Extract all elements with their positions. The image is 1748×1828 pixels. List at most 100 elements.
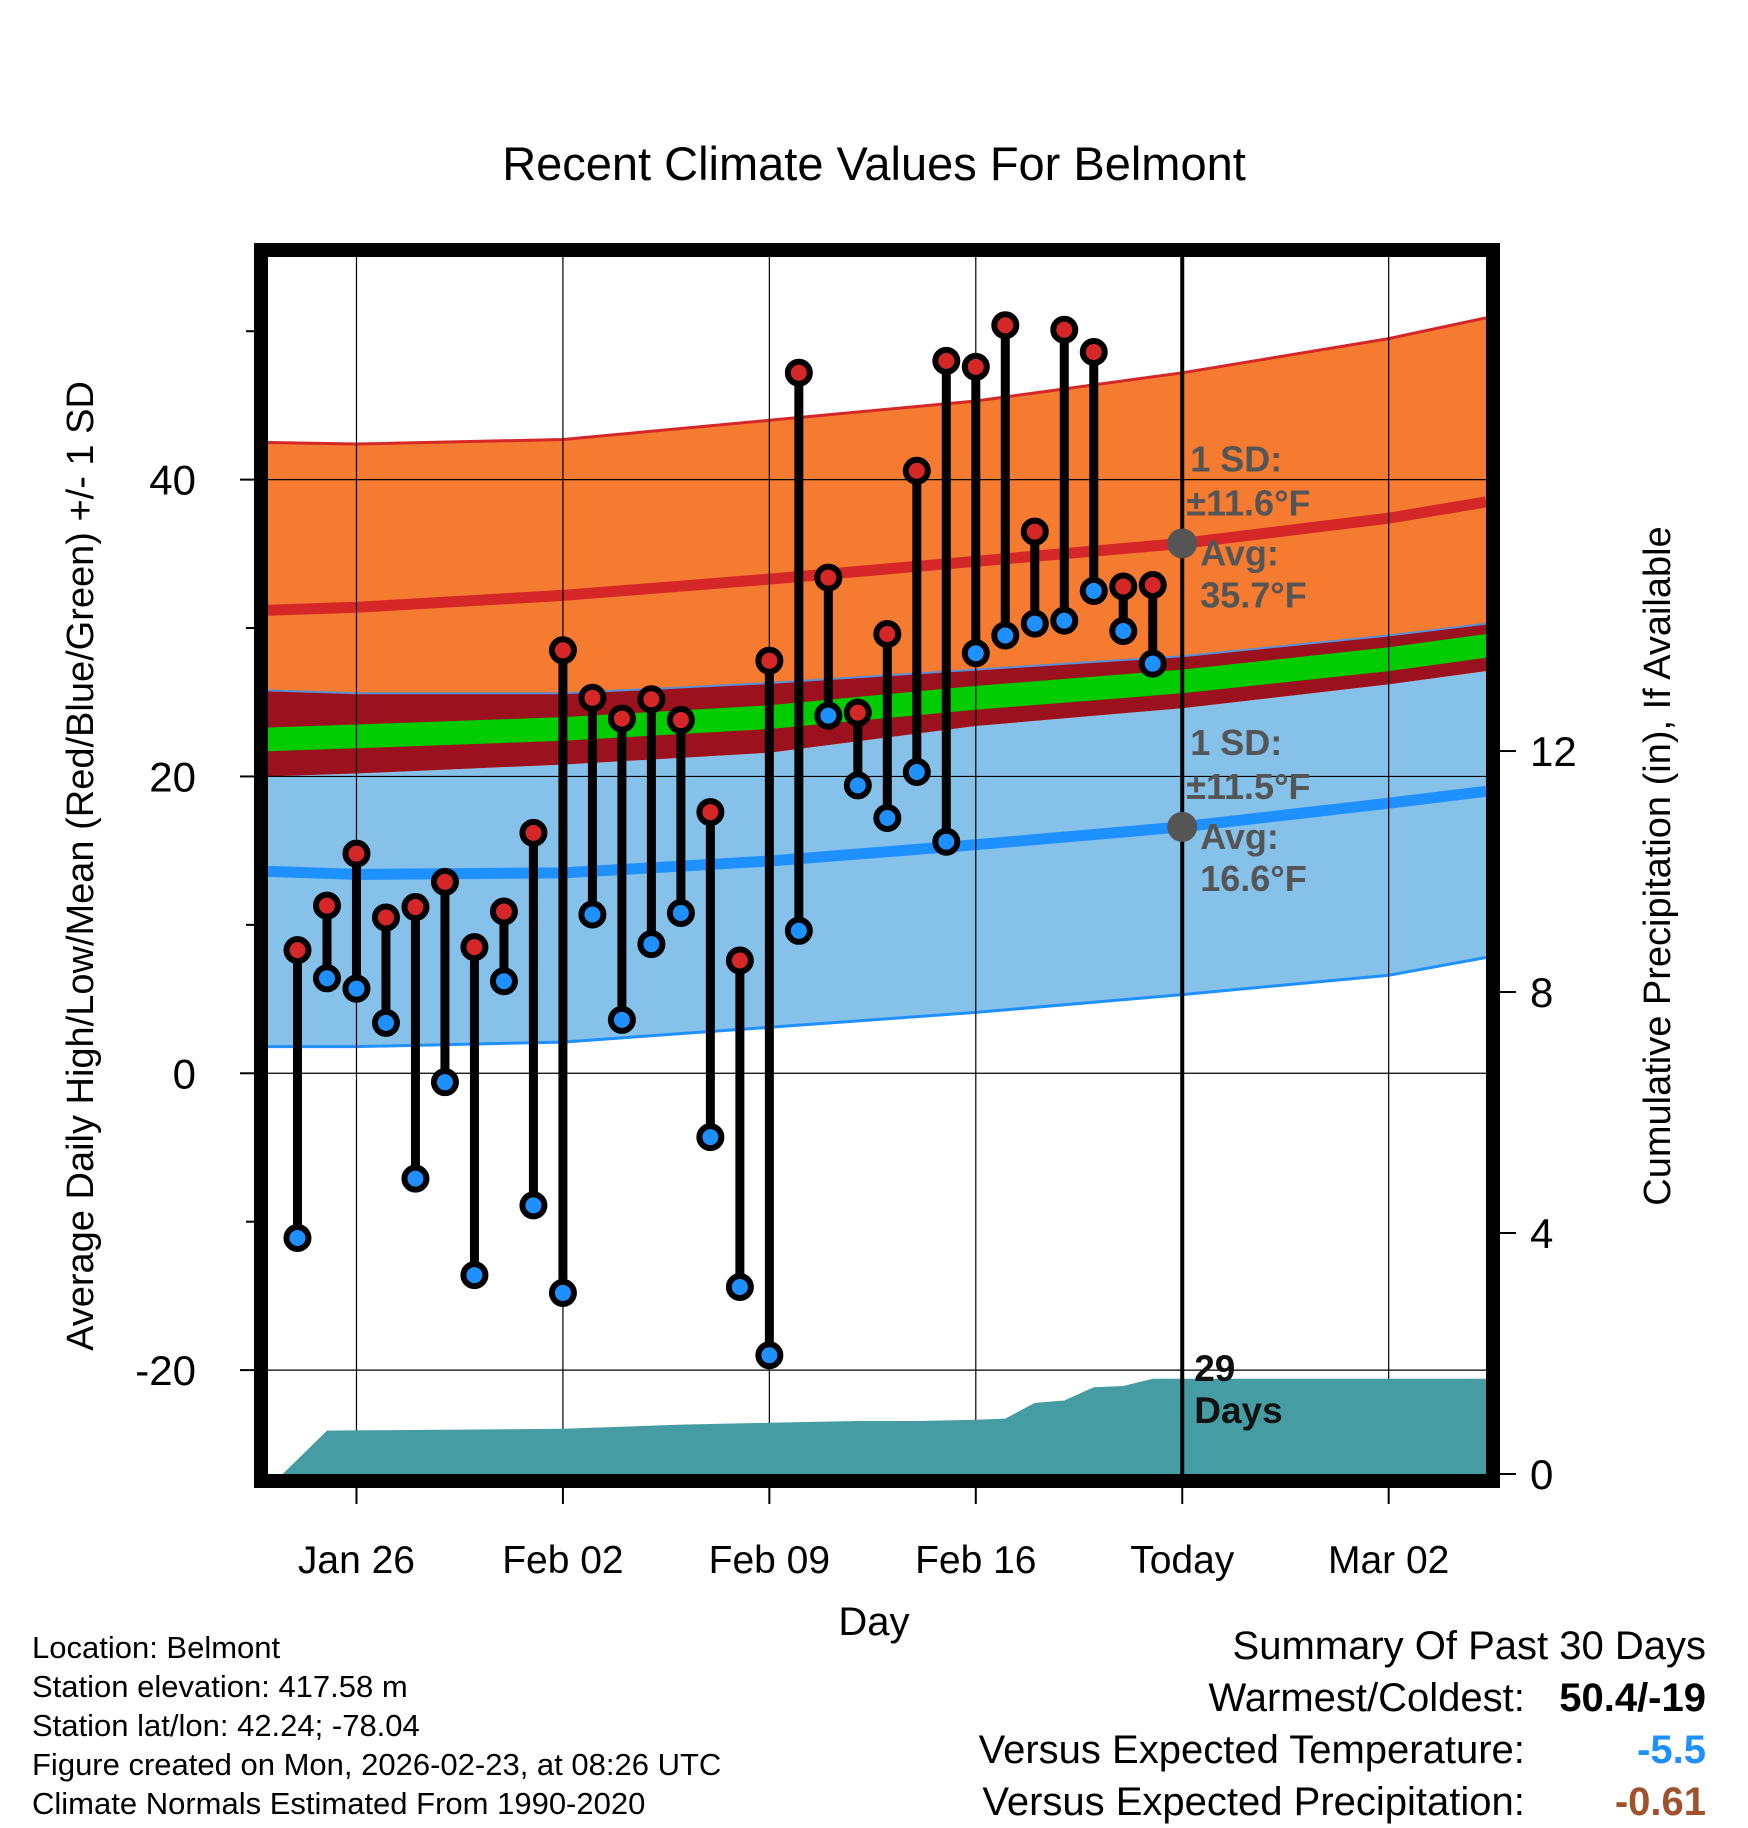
normals-text: Climate Normals Estimated From 1990-2020 [32,1786,646,1821]
daily-high-point [784,358,813,387]
precip-value: -0.61 [1614,1780,1706,1824]
daily-high-point [1079,337,1108,366]
daily-low-point [1020,609,1049,638]
station-info: Location: Belmont Station elevation: 417… [32,1628,721,1823]
summary-warm-cold: Warmest/Coldest: 50.4/-19 [979,1672,1707,1724]
daily-low-point [1050,606,1079,635]
daily-high-point [696,798,725,827]
normals-annotation-text: 16.6°F [1200,858,1306,899]
daily-high-point [578,683,607,712]
daily-high-point [843,698,872,727]
daily-high-point [489,897,518,926]
daily-high-point [460,933,489,962]
daily-high-point [637,685,666,714]
mean-avg-line [268,634,1486,752]
today-avg-marker [1167,811,1198,842]
daily-high-point [873,619,902,648]
warm-cold-label: Warmest/Coldest: [1208,1676,1525,1720]
daily-low-point [489,967,518,996]
y-tick-label: 40 [149,457,196,504]
location-text: Location: Belmont [32,1630,281,1665]
daily-low-point [991,621,1020,650]
daily-high-point [755,646,784,675]
y2-tick-label: 0 [1530,1451,1553,1498]
x-tick-label: Feb 16 [915,1539,1036,1582]
latlon-text: Station lat/lon: 42.24; -78.04 [32,1708,420,1743]
daily-high-point [283,936,312,965]
daily-high-point [666,706,695,735]
daily-low-point [607,1005,636,1034]
daily-high-point [548,636,577,665]
plot-frame [254,243,1500,1488]
daily-low-point [902,757,931,786]
daily-dots [283,311,1167,1370]
x-tick-label: Feb 09 [709,1539,830,1582]
y2-tick-label: 4 [1530,1210,1553,1257]
daily-high-point [1109,572,1138,601]
daily-high-point [1050,315,1079,344]
daily-low-point [755,1341,784,1370]
daily-high-point [342,839,371,868]
daily-high-point [371,903,400,932]
high-lower-line [268,622,1486,695]
daily-high-point [932,346,961,375]
daily-high-point [814,563,843,592]
daily-high-point [991,311,1020,340]
created-text: Figure created on Mon, 2026-02-23, at 08… [32,1747,722,1782]
summary-panel: Summary Of Past 30 Days Warmest/Coldest:… [979,1620,1706,1828]
daily-low-point [637,930,666,959]
daily-low-point [696,1123,725,1152]
low-avg-line [268,785,1486,880]
daily-low-point [932,827,961,856]
y-axis-left: -20 0 20 40 [135,330,254,1394]
precip-label: Versus Expected Precipitation: [982,1780,1525,1824]
normals-annotation-text: 1 SD: [1190,722,1282,763]
x-tick-label: Today [1130,1539,1235,1582]
x-tick-label: Jan 26 [298,1539,415,1582]
daily-low-point [578,900,607,929]
daily-low-point [519,1191,548,1220]
normals-annotation-text: Avg: [1200,816,1279,857]
summary-title: Summary Of Past 30 Days [1232,1624,1706,1668]
normals-annotation-text: 35.7°F [1200,574,1306,615]
y-tick-label: 20 [149,753,196,800]
daily-low-point [666,898,695,927]
daily-low-point [725,1272,754,1301]
daily-low-point [1079,576,1108,605]
high-upper-line [268,316,1486,446]
y-axis-label: Average Daily High/Low/Mean (Red/Blue/Gr… [60,381,102,1351]
daily-high-point [961,352,990,381]
daily-high-point [430,867,459,896]
temp-label: Versus Expected Temperature: [978,1728,1525,1772]
precipitation-area [282,1378,1486,1474]
x-axis-label: Day [838,1600,909,1644]
summary-temp: Versus Expected Temperature: -5.5 [979,1724,1706,1776]
daily-low-point [430,1068,459,1097]
daily-high-point [902,456,931,485]
daily-high-point [519,818,548,847]
daily-high-point [725,946,754,975]
y-tick-label: 0 [173,1050,196,1097]
high-avg-line [268,496,1486,616]
low-lower-line [268,956,1486,1049]
summary-precip: Versus Expected Precipitation: -0.61 [979,1776,1706,1828]
y2-tick-label: 8 [1530,969,1553,1016]
warm-cold-value: 50.4/-19 [1559,1676,1706,1720]
precip-days-label: 29 [1194,1348,1235,1389]
y2-axis-label: Cumulative Precipitation (in), If Availa… [1637,526,1679,1205]
daily-low-point [961,639,990,668]
x-tick-label: Feb 02 [502,1539,623,1582]
daily-high-point [607,704,636,733]
elevation-text: Station elevation: 417.58 m [32,1669,408,1704]
normals-annotation-text: ±11.6°F [1186,482,1310,523]
today-avg-marker [1167,528,1198,559]
daily-low-point [342,974,371,1003]
daily-low-point [548,1278,577,1307]
daily-high-point [1138,570,1167,599]
daily-low-point [460,1261,489,1290]
daily-high-point [401,893,430,922]
daily-low-point [1109,617,1138,646]
daily-low-point [283,1224,312,1253]
